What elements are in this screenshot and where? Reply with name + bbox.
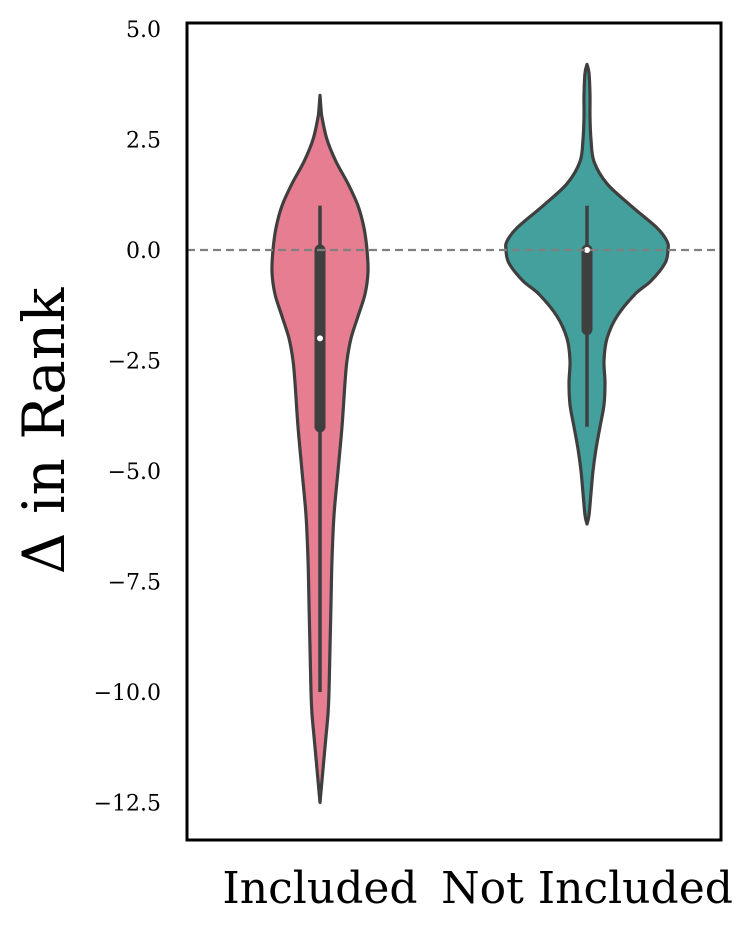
y-tick-label: 5.0 bbox=[126, 18, 161, 43]
median-marker bbox=[584, 247, 590, 253]
median-marker bbox=[317, 335, 323, 342]
violins-layer bbox=[270, 62, 670, 805]
x-axis-labels: Included Not Included bbox=[222, 863, 732, 914]
y-tick-label: −12.5 bbox=[94, 792, 161, 817]
y-axis-ticks: 5.0 2.5 0.0 −2.5 −5.0 −7.5 −10.0 −12.5 bbox=[94, 18, 161, 817]
x-tick-label: Not Included bbox=[441, 863, 733, 914]
x-tick-label: Included bbox=[222, 863, 417, 914]
y-tick-label: −7.5 bbox=[108, 571, 161, 596]
y-axis-title: Δ in Rank bbox=[10, 287, 78, 575]
y-tick-label: −5.0 bbox=[108, 460, 161, 485]
y-tick-label: −10.0 bbox=[94, 681, 161, 706]
y-tick-label: 2.5 bbox=[126, 129, 161, 154]
y-tick-label: 0.0 bbox=[126, 239, 161, 264]
y-tick-label: −2.5 bbox=[108, 350, 161, 375]
plot-frame bbox=[185, 21, 723, 842]
